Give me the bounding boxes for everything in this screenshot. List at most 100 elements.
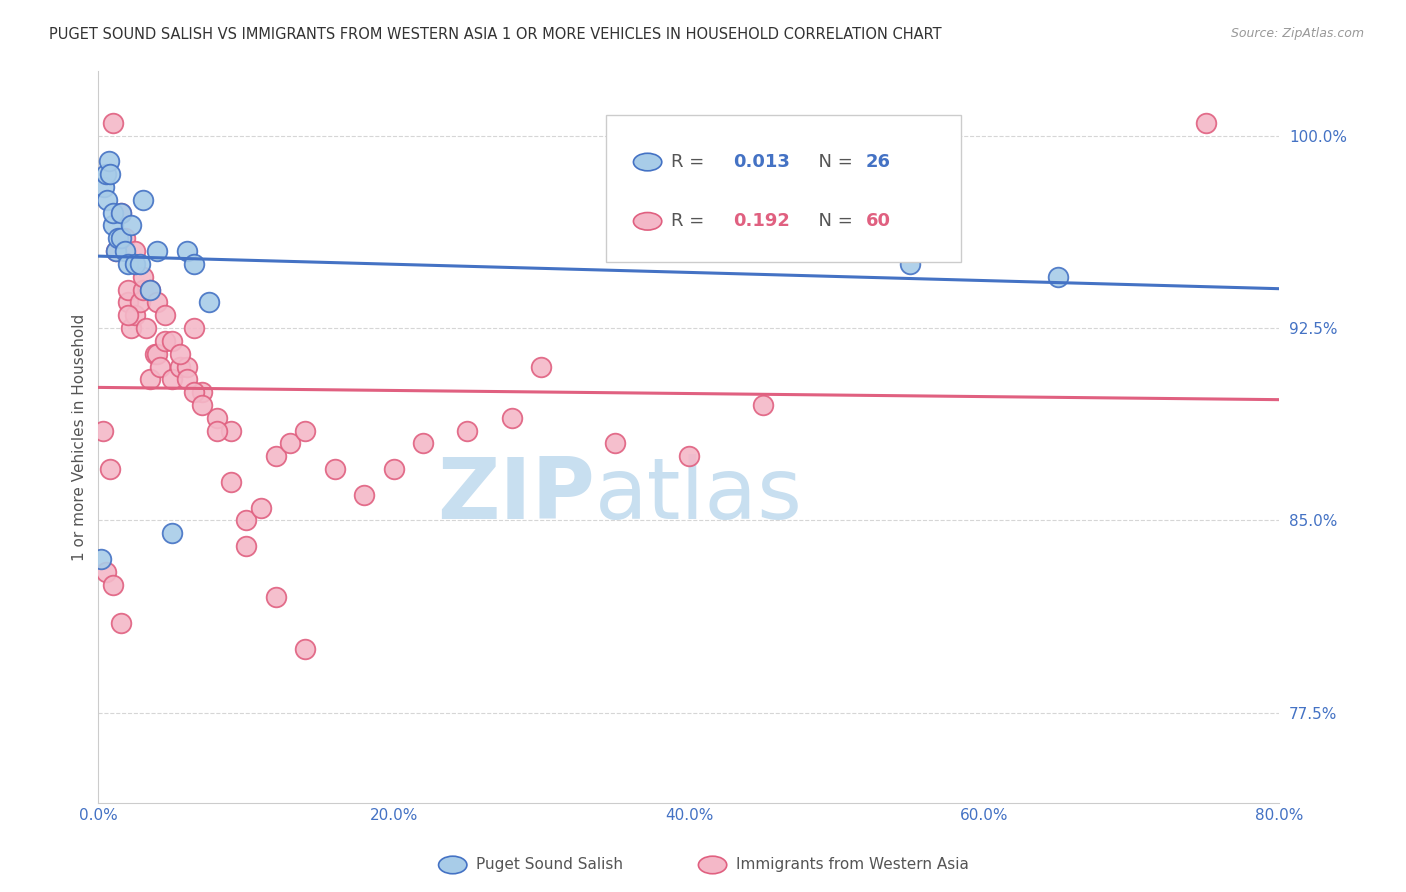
Point (221, 424, 243, 438)
Point (96, 193, 118, 207)
Point (128, 295, 150, 310)
Point (353, 488, 375, 502)
Point (146, 346, 169, 360)
FancyBboxPatch shape (606, 115, 960, 261)
Point (103, 116, 125, 130)
Point (146, 295, 169, 310)
Point (162, 334, 183, 348)
Point (105, 244, 128, 258)
Y-axis label: 1 or more Vehicles in Household: 1 or more Vehicles in Household (72, 313, 87, 561)
Point (97, 154, 120, 169)
Text: Immigrants from Western Asia: Immigrants from Western Asia (737, 857, 969, 872)
Circle shape (699, 856, 727, 874)
Point (114, 244, 136, 258)
Point (132, 283, 155, 297)
Point (117, 257, 139, 271)
Point (124, 244, 146, 258)
Text: ZIP: ZIP (437, 454, 595, 537)
Point (120, 321, 142, 335)
Point (132, 193, 155, 207)
Point (752, 398, 775, 412)
Point (235, 539, 257, 553)
Point (91, 424, 114, 438)
Point (900, 257, 922, 271)
Point (250, 500, 273, 515)
Point (678, 450, 700, 464)
Point (103, 219, 125, 233)
Point (143, 346, 166, 360)
Point (205, 410, 228, 425)
Point (1047, 269, 1070, 284)
Point (114, 231, 136, 245)
Point (94, 167, 117, 181)
Point (146, 244, 169, 258)
Text: R =: R = (671, 212, 710, 230)
Point (103, 205, 125, 219)
Point (183, 321, 205, 335)
Point (110, 616, 132, 631)
Text: N =: N = (807, 153, 859, 171)
Point (98, 462, 121, 476)
Point (530, 359, 553, 374)
Text: atlas: atlas (595, 454, 803, 537)
Point (323, 462, 346, 476)
Point (94, 565, 117, 579)
Point (412, 436, 434, 450)
Point (149, 359, 172, 374)
Point (221, 475, 243, 489)
Point (162, 526, 183, 541)
Text: 60: 60 (866, 212, 891, 230)
Point (162, 372, 183, 386)
Point (176, 372, 198, 386)
Point (105, 244, 128, 258)
Text: Puget Sound Salish: Puget Sound Salish (477, 857, 623, 872)
Point (294, 641, 316, 656)
Point (103, 577, 125, 591)
Point (198, 295, 221, 310)
Text: R =: R = (671, 153, 710, 171)
Point (98, 167, 121, 181)
Point (139, 372, 162, 386)
Text: PUGET SOUND SALISH VS IMMIGRANTS FROM WESTERN ASIA 1 OR MORE VEHICLES IN HOUSEHO: PUGET SOUND SALISH VS IMMIGRANTS FROM WE… (49, 27, 942, 42)
Text: 0.013: 0.013 (733, 153, 790, 171)
Point (153, 308, 176, 322)
Text: Source: ZipAtlas.com: Source: ZipAtlas.com (1230, 27, 1364, 40)
Point (128, 257, 150, 271)
Text: 26: 26 (866, 153, 891, 171)
Point (117, 308, 139, 322)
Point (139, 283, 162, 297)
Point (124, 257, 146, 271)
Circle shape (634, 212, 662, 230)
Point (107, 231, 129, 245)
Point (169, 359, 191, 374)
Point (90, 552, 112, 566)
Point (264, 591, 287, 605)
Point (183, 257, 205, 271)
Point (382, 462, 405, 476)
Point (110, 205, 132, 219)
Point (1195, 116, 1218, 130)
Point (120, 219, 142, 233)
Point (169, 346, 191, 360)
Point (294, 424, 316, 438)
Point (110, 231, 132, 245)
Point (191, 385, 214, 400)
Point (205, 424, 228, 438)
Point (501, 410, 523, 425)
Point (117, 295, 139, 310)
Circle shape (634, 153, 662, 171)
Point (93, 179, 115, 194)
Point (132, 269, 155, 284)
Point (264, 450, 287, 464)
Point (605, 436, 627, 450)
Circle shape (439, 856, 467, 874)
Point (153, 334, 176, 348)
Point (110, 205, 132, 219)
Point (176, 244, 198, 258)
Point (135, 321, 157, 335)
Point (183, 385, 205, 400)
Point (457, 424, 479, 438)
Point (176, 359, 198, 374)
Point (117, 283, 139, 297)
Point (235, 514, 257, 528)
